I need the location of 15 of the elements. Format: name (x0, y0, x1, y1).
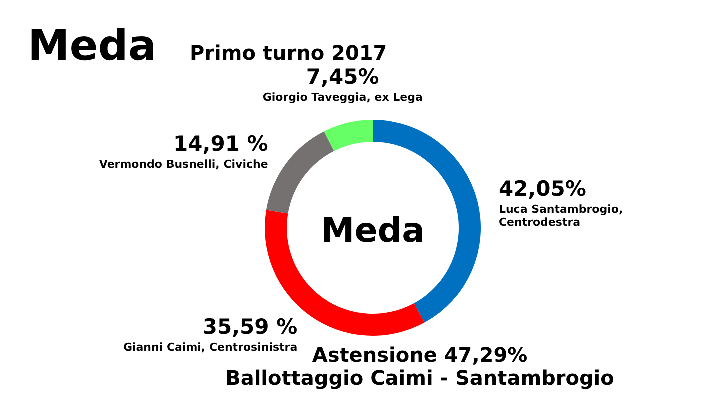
text: Astensione 47,29% (312, 343, 528, 367)
text: Ballottaggio Caimi - Santambrogio (226, 366, 614, 390)
chart-subtitle: Primo turno 2017 (190, 41, 388, 65)
chart-title: Meda (28, 21, 157, 70)
slice-label: Giorgio Taveggia, ex Lega (262, 91, 423, 104)
data-label: 35,59 % (202, 314, 298, 339)
slice-label: Gianni Caimi, Centrosinistra (123, 340, 298, 354)
donut-slice (324, 120, 373, 152)
data-label: 14,91 % (174, 132, 268, 156)
text: Meda (320, 211, 426, 251)
data-label: 42,05% (498, 176, 586, 201)
slice-label: Vermondo Busnelli, Civiche (99, 158, 268, 171)
data-label: 7,45% (306, 65, 380, 89)
slice-label: Luca Santambrogio, Centrodestra (498, 202, 624, 229)
donut-slice (266, 132, 334, 214)
